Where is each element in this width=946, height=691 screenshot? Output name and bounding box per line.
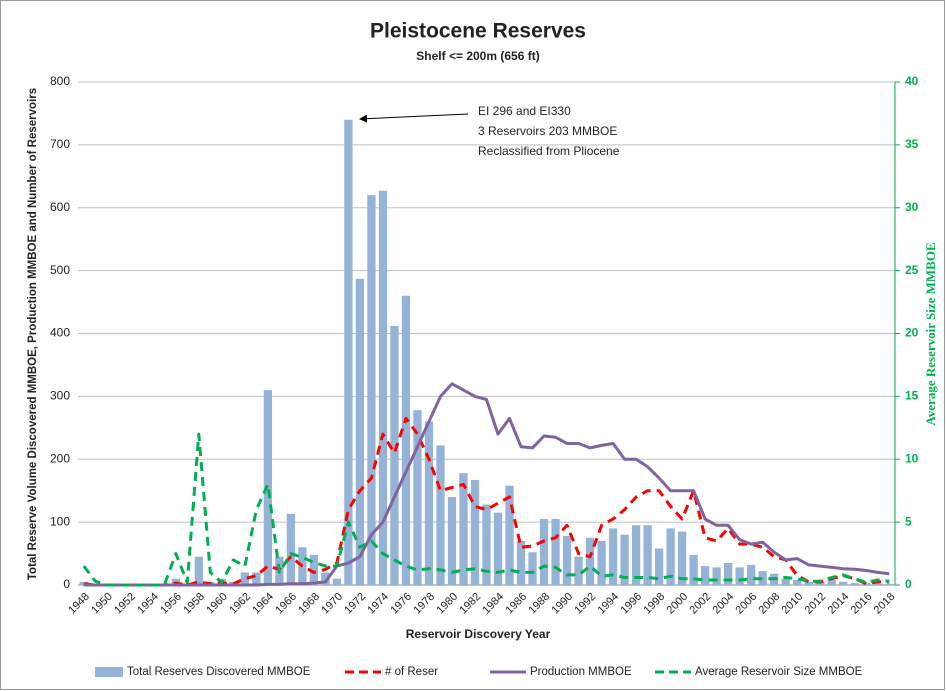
bar	[631, 525, 641, 585]
bar	[574, 556, 583, 585]
legend-label: # of Reser	[385, 666, 438, 678]
bar	[194, 556, 203, 585]
y-tick-label: 500	[50, 263, 70, 277]
bar	[758, 571, 767, 585]
bar	[528, 552, 537, 585]
y2-tick-label: 0	[905, 577, 912, 591]
annotation-arrow	[359, 113, 469, 123]
bar	[551, 518, 560, 585]
bar	[390, 325, 399, 585]
bar	[470, 479, 480, 585]
bar	[735, 567, 744, 585]
bar	[700, 566, 710, 585]
y2-tick-label: 30	[905, 200, 919, 214]
bar	[781, 578, 790, 585]
annotation: EI 296 and EI330	[478, 104, 571, 118]
bar	[516, 540, 526, 585]
bar	[505, 485, 514, 585]
bar	[597, 540, 606, 585]
x-axis-title: Reservoir Discovery Year	[406, 627, 551, 641]
bar	[850, 583, 859, 585]
bar	[482, 504, 491, 585]
y-tick-label: 200	[50, 451, 70, 465]
bar	[643, 525, 652, 585]
bar	[436, 445, 445, 585]
bar	[424, 421, 434, 585]
bar	[862, 583, 871, 585]
chart-subtitle: Shelf <= 200m (656 ft)	[416, 49, 539, 63]
bar	[724, 562, 733, 585]
line	[83, 382, 890, 587]
bar	[873, 583, 882, 585]
bar	[332, 578, 342, 585]
legend-label: Production MMBOE	[530, 666, 632, 678]
bar	[816, 581, 825, 585]
bar	[677, 531, 687, 585]
chart-title: Pleistocene Reserves	[370, 20, 586, 43]
bar	[885, 583, 894, 585]
legend-swatch	[95, 667, 123, 677]
line	[82, 432, 890, 587]
bar	[252, 572, 261, 585]
bar	[539, 518, 549, 585]
bar	[355, 278, 365, 585]
y2-tick-label: 25	[905, 263, 919, 277]
legend-label: Average Reservoir Size MMBOE	[695, 666, 863, 678]
bar	[459, 473, 468, 585]
bar	[654, 548, 664, 585]
bar	[309, 554, 319, 585]
y2-axis-title: Average Reservoir Size MMBOE	[923, 242, 938, 425]
y-tick-label: 400	[50, 326, 70, 340]
annotation: 3 Reservoirs 203 MMBOE	[478, 124, 617, 138]
bar	[689, 554, 698, 585]
bar	[804, 581, 813, 585]
bar	[620, 534, 629, 585]
bar	[747, 564, 756, 585]
bar	[712, 567, 721, 585]
y-tick-label: 100	[50, 514, 70, 528]
bar	[585, 537, 595, 585]
y-axis-title: Total Reserve Volume Discovered MMBOE, P…	[27, 88, 39, 580]
bar	[608, 528, 618, 585]
bar	[240, 572, 249, 585]
bar	[79, 581, 88, 585]
y2-tick-label: 20	[905, 326, 919, 340]
bar	[367, 195, 376, 586]
bar	[839, 581, 848, 585]
bar	[321, 572, 330, 585]
y-tick-label: 800	[50, 74, 70, 88]
bar	[378, 190, 388, 585]
bar	[562, 535, 572, 585]
annotation: Reclassified from Pliocene	[478, 144, 620, 158]
y-tick-label: 0	[63, 577, 70, 591]
y-tick-label: 300	[50, 389, 70, 403]
bar	[344, 119, 353, 585]
y2-tick-label: 40	[905, 74, 919, 88]
y2-tick-label: 5	[905, 514, 912, 528]
bar	[827, 579, 836, 585]
y2-tick-label: 10	[905, 451, 919, 465]
bar	[493, 512, 503, 585]
bar	[793, 579, 802, 585]
bar	[401, 295, 411, 585]
line	[83, 416, 890, 587]
bar	[447, 496, 457, 585]
bar	[286, 513, 296, 585]
bar	[666, 528, 675, 585]
y2-tick-label: 35	[905, 137, 919, 151]
legend-label: Total Reserves Discovered MMBOE	[127, 666, 311, 678]
y2-tick-label: 15	[905, 389, 919, 403]
y-tick-label: 700	[50, 137, 70, 151]
y-tick-label: 600	[50, 200, 70, 214]
bar	[413, 410, 422, 585]
